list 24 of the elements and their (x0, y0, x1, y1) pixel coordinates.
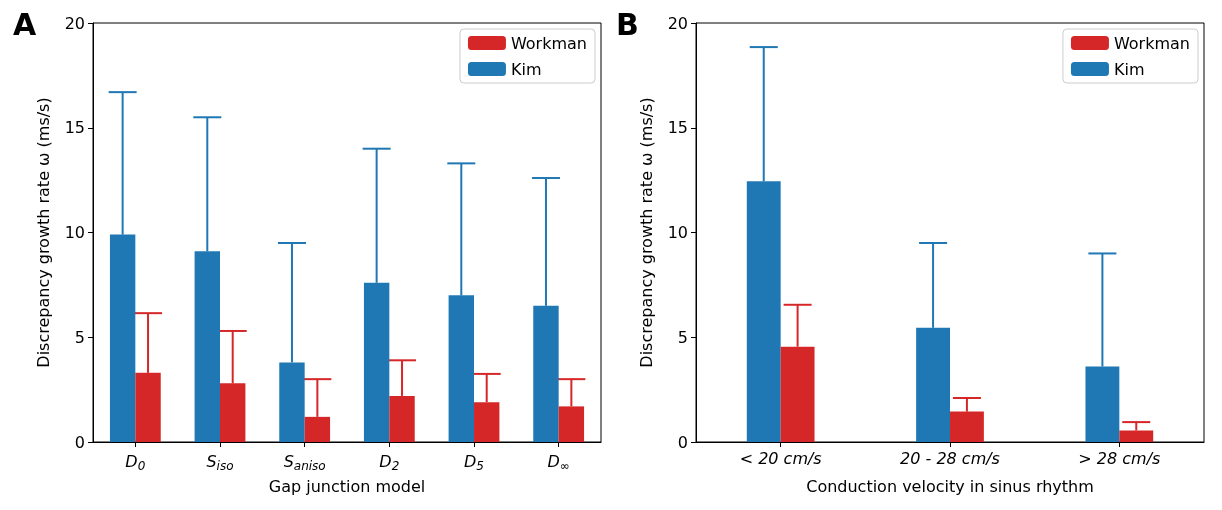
y-tick-label: 5 (677, 327, 688, 347)
x-axis-title: Gap junction model (268, 476, 426, 496)
x-axis-title: Conduction velocity in sinus rhythm (806, 476, 1094, 496)
y-tick-label: 20 (667, 13, 688, 33)
y-tick-label: 20 (64, 13, 85, 33)
legend-label: Workman (510, 33, 587, 53)
y-tick-label: 0 (74, 432, 85, 452)
x-tick-label: 20 - 28 cm/s (900, 448, 1000, 468)
x-tick-label: D∞ (547, 451, 570, 473)
y-tick-label: 5 (74, 327, 85, 347)
x-tick-label: > 28 cm/s (1078, 448, 1161, 468)
legend-label: Workman (1113, 33, 1190, 53)
y-axis-title: Discrepancy growth rate ω (ms/s) (33, 97, 53, 368)
legend-label: Kim (510, 59, 542, 79)
x-tick-label: < 20 cm/s (739, 448, 822, 468)
y-tick-label: 15 (667, 118, 688, 138)
chart-title: A (13, 6, 37, 42)
y-tick-label: 0 (677, 432, 688, 452)
chart-title: B (616, 6, 639, 42)
y-tick-label: 10 (64, 223, 85, 242)
y-tick-label: 15 (64, 118, 85, 138)
y-axis-title: Discrepancy growth rate ω (ms/s) (636, 97, 656, 368)
legend-label: Kim (1113, 59, 1145, 79)
y-tick-label: 10 (667, 223, 688, 242)
